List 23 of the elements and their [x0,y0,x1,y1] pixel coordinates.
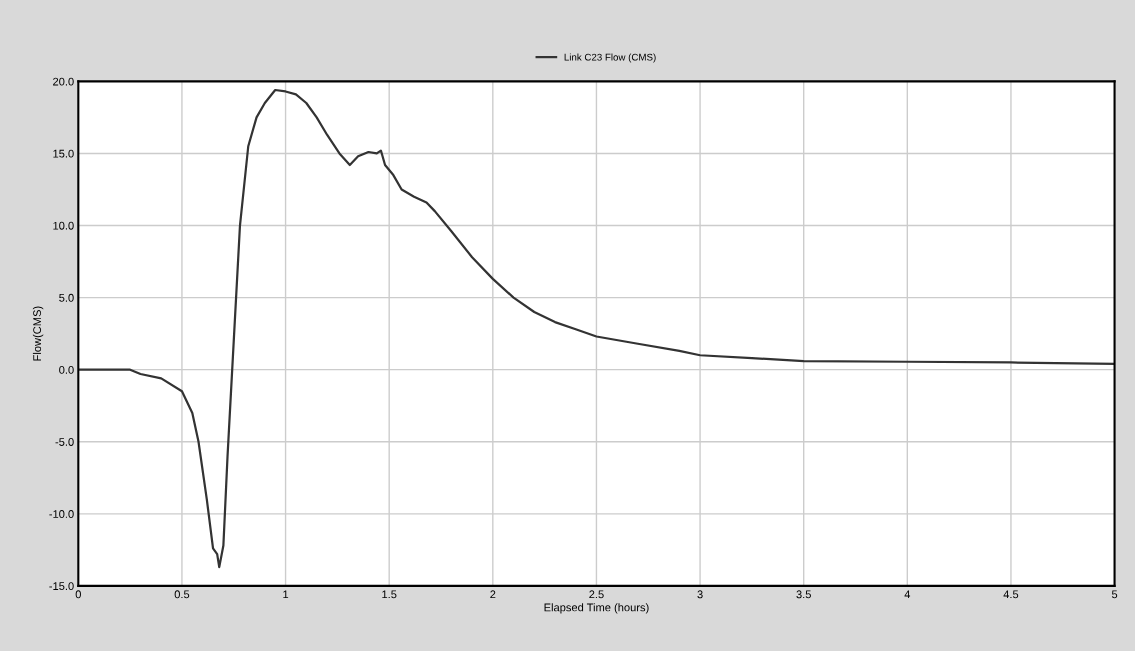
legend-label: Link C23 Flow (CMS) [564,53,656,63]
x-axis-title: Elapsed Time (hours) [544,603,649,614]
x-tick-label: 1 [283,590,289,599]
x-tick-label: 4.5 [1003,590,1019,599]
line-series [78,88,1115,569]
x-tick-label: 1.5 [382,590,397,599]
x-tick-label: 3 [697,590,703,599]
y-tick-label: -10.0 [49,510,74,518]
x-tick-label: 2 [490,590,496,599]
y-tick-label: 10.0 [53,221,74,230]
y-tick-label: 0.0 [59,365,74,374]
y-axis-title: Flow(CMS) [32,306,44,361]
x-tick-label: 0 [75,590,81,599]
x-tick-label: 4 [904,590,911,599]
x-tick-label: 5 [1111,590,1118,599]
x-tick-label: 3.5 [796,590,811,599]
y-tick-label: 15.0 [53,149,74,158]
x-tick-label: 2.5 [589,590,604,599]
y-tick-label: 20.0 [53,77,74,86]
y-tick-label: 5.0 [59,293,74,302]
y-tick-label: -5.0 [55,438,74,446]
y-tick-label: -15.0 [49,582,74,591]
x-tick-label: 0.5 [174,590,190,599]
